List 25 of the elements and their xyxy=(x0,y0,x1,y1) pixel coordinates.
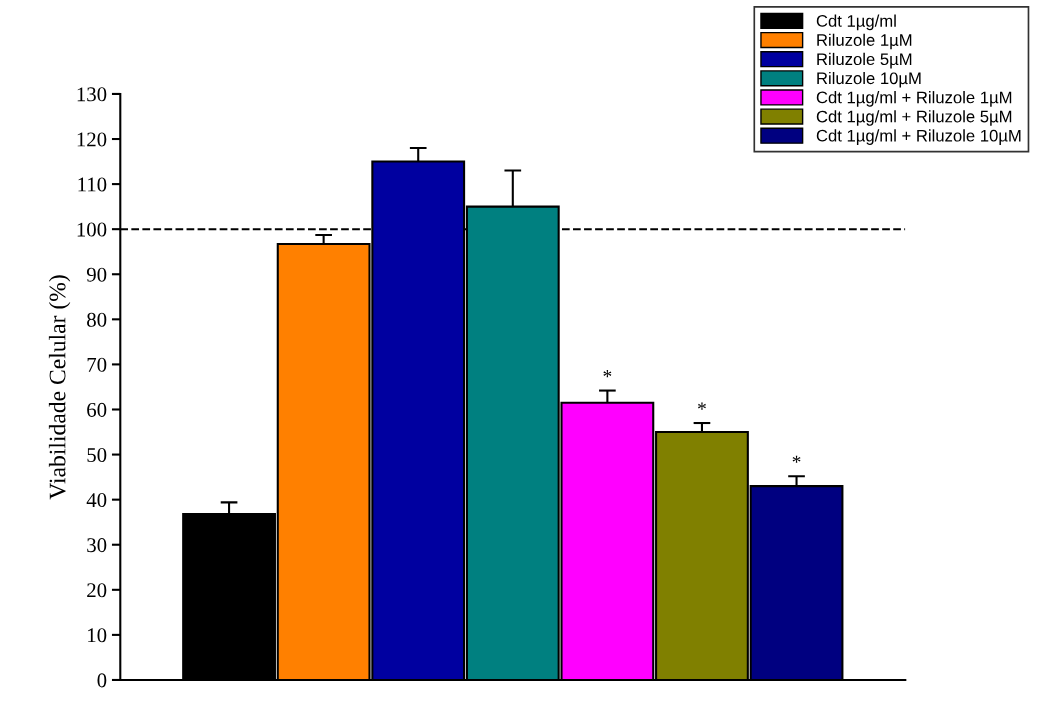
y-tick-label: 120 xyxy=(77,132,107,147)
legend-label: Cdt 1µg/ml + Riluzole 5µM xyxy=(816,110,1012,126)
legend-label: Cdt 1µg/ml xyxy=(816,14,896,31)
y-tick-label: 50 xyxy=(87,447,107,462)
legend-label: Riluzole 1µM xyxy=(817,33,912,50)
y-axis-title: Viabilidade Celular (%) xyxy=(48,275,71,500)
y-tick-label: 20 xyxy=(87,583,107,598)
y-tick-label: 70 xyxy=(87,357,107,372)
data-label: * xyxy=(603,370,612,378)
y-tick-label: 100 xyxy=(77,222,107,237)
y-tick-label: 130 xyxy=(77,87,107,102)
y-tick-label: 0 xyxy=(97,673,107,688)
y-tick-label: 80 xyxy=(87,312,107,327)
legend-label: Cdt 1µg/ml + Riluzole 1µM xyxy=(816,91,1012,107)
y-tick-label: 110 xyxy=(78,177,107,192)
y-tick-label: 30 xyxy=(87,538,107,553)
legend-label: Riluzole 10µM xyxy=(817,71,921,88)
legend-label: Cdt 1µg/ml + Riluzole 10µM xyxy=(816,129,1021,145)
data-label: * xyxy=(698,402,706,410)
legend-label: Riluzole 5µM xyxy=(817,52,912,69)
data-label: * xyxy=(792,455,801,463)
y-tick-label: 10 xyxy=(88,628,107,643)
y-tick-label: 60 xyxy=(87,402,107,417)
y-tick-label: 40 xyxy=(86,493,107,508)
y-tick-label: 90 xyxy=(86,267,107,282)
